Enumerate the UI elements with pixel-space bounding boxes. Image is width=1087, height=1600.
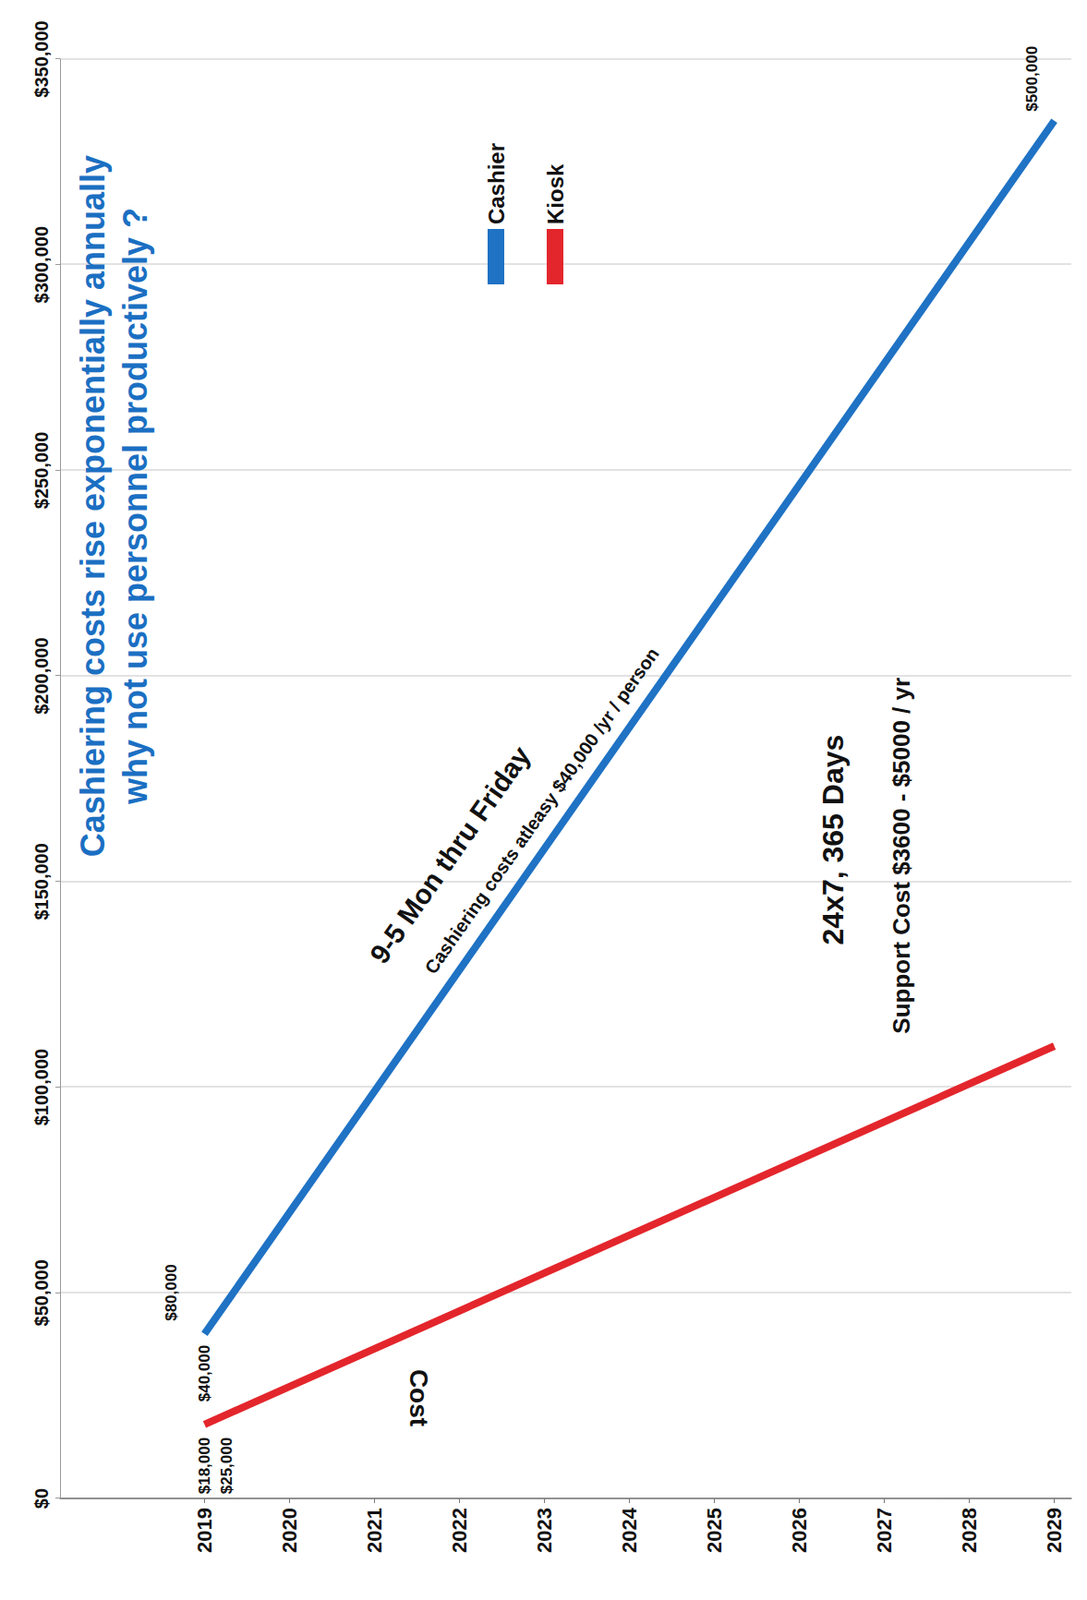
svg-text:$350,000: $350,000 — [31, 20, 52, 97]
svg-text:2021: 2021 — [362, 1508, 387, 1554]
svg-text:Cashiering costs atleasy $40,0: Cashiering costs atleasy $40,000 /yr / p… — [420, 643, 663, 978]
svg-text:2026: 2026 — [787, 1508, 811, 1554]
svg-text:Cost: Cost — [404, 1369, 434, 1427]
svg-text:$300,000: $300,000 — [31, 226, 52, 303]
svg-text:Support Cost $3600 - $5000 / y: Support Cost $3600 - $5000 / yr — [887, 677, 916, 1035]
svg-text:2020: 2020 — [277, 1508, 302, 1554]
svg-text:$200,000: $200,000 — [31, 637, 52, 714]
svg-text:$100,000: $100,000 — [31, 1049, 52, 1126]
svg-text:2025: 2025 — [702, 1508, 726, 1554]
svg-text:$25,000: $25,000 — [217, 1437, 236, 1495]
svg-text:2027: 2027 — [872, 1508, 896, 1554]
svg-text:$0: $0 — [31, 1488, 52, 1510]
svg-text:$80,000: $80,000 — [162, 1264, 181, 1321]
svg-text:$500,000: $500,000 — [1023, 46, 1041, 112]
svg-text:Cashier: Cashier — [483, 143, 509, 225]
svg-text:2019: 2019 — [193, 1508, 217, 1554]
svg-text:9-5 Mon thru Friday: 9-5 Mon thru Friday — [363, 741, 537, 970]
svg-text:2023: 2023 — [532, 1508, 556, 1554]
svg-text:$250,000: $250,000 — [31, 432, 52, 509]
svg-text:Cashiering costs rise exponent: Cashiering costs rise exponentially annu… — [73, 155, 112, 858]
svg-text:$40,000: $40,000 — [195, 1345, 214, 1402]
svg-text:2028: 2028 — [957, 1508, 981, 1554]
svg-text:Kiosk: Kiosk — [543, 163, 568, 225]
svg-text:$150,000: $150,000 — [31, 843, 52, 920]
svg-text:2022: 2022 — [447, 1508, 472, 1554]
svg-text:2029: 2029 — [1042, 1508, 1066, 1554]
svg-text:why not use personnel producti: why not use personnel productively ? — [116, 207, 155, 806]
svg-text:24x7, 365 Days: 24x7, 365 Days — [816, 735, 850, 946]
svg-text:$18,000: $18,000 — [195, 1437, 214, 1495]
svg-text:2024: 2024 — [617, 1507, 641, 1554]
svg-text:$50,000: $50,000 — [31, 1259, 52, 1327]
